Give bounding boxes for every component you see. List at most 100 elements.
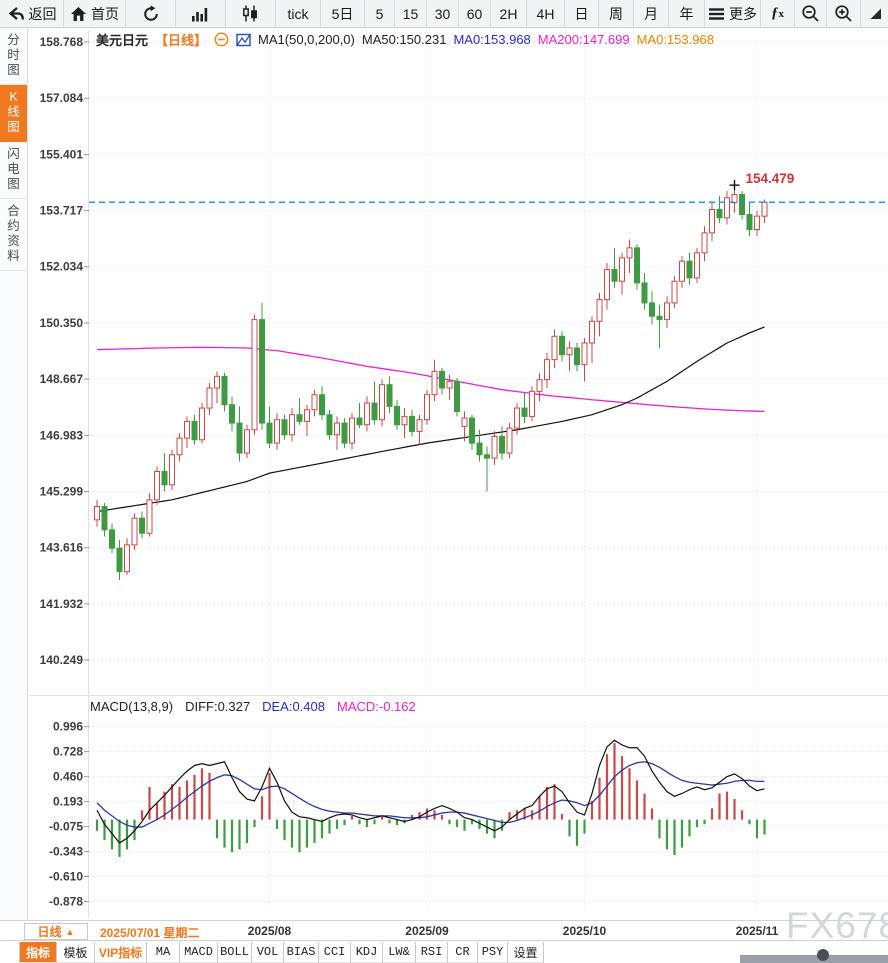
tab-settings[interactable]: 设置 [508,942,544,963]
horizontal-scrollbar[interactable] [740,955,888,963]
toolbar-5[interactable]: 5 [365,0,395,27]
candle [274,419,280,444]
candle [326,414,333,436]
toolbar-tick-label: tick [287,5,309,22]
toolbar-4h[interactable]: 4H [527,0,565,27]
candle [221,375,228,406]
macd-y-axis-label: -0.343 [49,845,83,859]
candle [596,299,603,322]
fx-icon: ƒx [771,5,784,21]
toolbar-home[interactable]: 首页 [64,0,126,27]
toolbar-60-label: 60 [466,5,483,22]
tab-bias[interactable]: BIAS [284,942,319,963]
candle [709,208,715,234]
toolbar-back[interactable]: 返回 [0,0,64,27]
tab-vol[interactable]: VOL [252,942,284,963]
candle [656,315,663,321]
candle [446,380,453,389]
tab-macd[interactable]: MACD [180,942,218,963]
y-axis-label: 146.983 [40,428,84,442]
candle [641,282,648,304]
toolbar-week-label: 周 [609,5,623,22]
candle [371,402,378,421]
sidebar-item-contract-info[interactable]: 合约资料 [0,199,27,271]
toolbar-month[interactable]: 月 [634,0,669,27]
sidebar-item-label: K线图 [7,90,20,134]
sidebar-item-time-share-chart[interactable]: 分时图 [0,28,27,85]
toolbar-zoom-out[interactable] [795,0,827,27]
candle [461,417,468,427]
menu-icon [708,7,725,21]
ma50-line [96,326,765,513]
toolbar-week[interactable]: 周 [599,0,634,27]
sidebar-item-label: 分时图 [7,33,20,77]
toolbar-panel-toggle[interactable] [861,0,888,27]
toolbar-refresh[interactable] [126,0,176,27]
tab-rsi[interactable]: RSI [416,942,448,963]
toolbar-zoom-in[interactable] [827,0,861,27]
candle [364,402,370,426]
y-axis-label: 141.932 [40,597,84,611]
toolbar-day-label: 日 [574,5,589,22]
zoom-out-icon [801,4,820,23]
toolbar-15[interactable]: 15 [395,0,427,27]
candle [611,269,618,282]
ma-indicator-icon[interactable] [236,33,251,47]
tab-boll[interactable]: BOLL [218,942,252,963]
candle [416,419,423,432]
bar-chart-icon [191,6,211,22]
toolbar-30[interactable]: 30 [427,0,459,27]
tab-template[interactable]: 模板 [57,942,95,963]
collapse-circle-icon[interactable] [214,32,229,47]
diff-line [96,739,765,844]
candle [634,247,640,284]
toolbar-2h[interactable]: 2H [491,0,527,27]
tab-lw[interactable]: LW& [383,942,416,963]
toolbar-fx[interactable]: ƒx [761,0,795,27]
tab-ma[interactable]: MA [147,942,180,963]
tab-cci[interactable]: CCI [319,942,351,963]
scrollbar-knob[interactable] [817,949,829,961]
x-axis-row: 日线 ▲ 2025/07/01 星期二 2025/08 2025/09 2025/1… [0,920,888,941]
toolbar-5d-label: 5日 [331,5,354,22]
sidebar-item-kline-chart[interactable]: K线图 [0,85,27,142]
toolbar-5-label: 5 [375,5,384,22]
sidebar-item-lightning-chart[interactable]: 闪电图 [0,142,27,199]
candle [716,208,723,219]
toolbar-tick[interactable]: tick [276,0,321,27]
tab-vip-indicator[interactable]: VIP指标 [95,942,147,963]
candle [731,193,738,204]
period-selector[interactable]: 日线 ▲ [24,923,88,940]
tab-cr[interactable]: CR [448,942,478,963]
candle [746,213,753,231]
toolbar-more[interactable]: 更多 [705,0,761,27]
macd-layer [95,739,766,857]
toolbar-60[interactable]: 60 [459,0,491,27]
tab-indicator[interactable]: 指标 [19,942,57,963]
y-axis-label: 153.717 [40,204,84,218]
candle [296,414,303,422]
candle [191,420,198,441]
candle [499,435,505,454]
candles-layer [94,185,768,580]
refresh-icon [142,4,160,23]
toolbar-year-label: 年 [679,5,694,22]
y-axis-label: 155.401 [40,147,84,161]
tab-kdj[interactable]: KDJ [351,942,383,963]
y-axis-label: 150.350 [40,316,84,330]
toolbar-day[interactable]: 日 [565,0,599,27]
toolbar-year[interactable]: 年 [669,0,705,27]
toolbar-chart-type-bar[interactable] [176,0,226,27]
dea-value: DEA:0.408 [262,699,325,714]
macd-y-axis-label: -0.610 [49,870,83,884]
candle [739,193,745,215]
toolbar-chart-type-candle[interactable] [226,0,276,27]
candle [521,407,528,417]
tab-psy[interactable]: PSY [478,942,508,963]
toolbar-5d[interactable]: 5日 [321,0,365,27]
top-toolbar: 返回 首页 tick 5日 5 15 30 60 2H 4H 日 周 月 年 更多 ƒx [0,0,888,28]
candle [619,257,625,282]
candle [724,197,730,219]
